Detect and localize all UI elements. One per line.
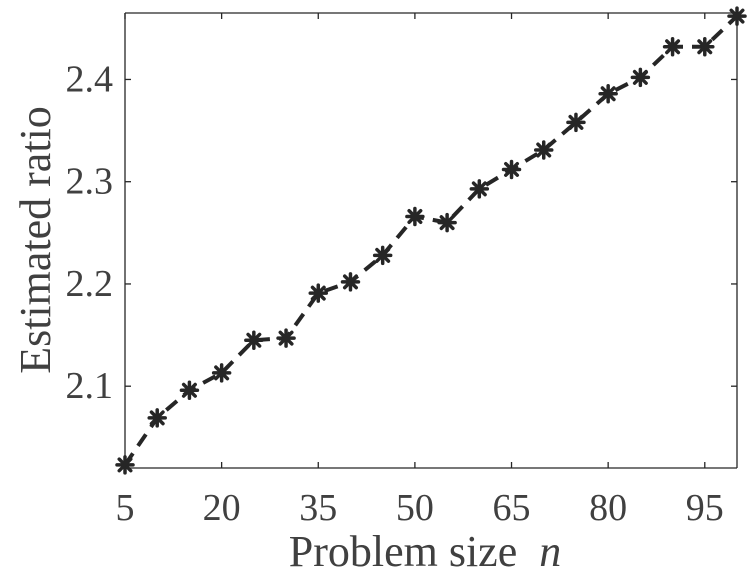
ticks [124, 13, 737, 468]
y-tick-label: 2.4 [66, 58, 114, 100]
asterisk-marker-stroke [149, 410, 165, 426]
asterisk-marker-stroke [278, 330, 294, 346]
data-point [147, 408, 167, 428]
asterisk-marker-stroke [632, 69, 648, 85]
x-axis-label-group: Problem size n [289, 527, 562, 576]
y-tick-label: 2.2 [66, 263, 114, 305]
data-point [662, 36, 683, 57]
data-point [115, 455, 135, 475]
asterisk-marker-stroke [407, 208, 423, 224]
x-tick-label: 95 [686, 487, 724, 529]
data-point [244, 330, 264, 350]
data-point [372, 245, 393, 266]
asterisk-marker-stroke [342, 274, 358, 290]
data-point [727, 6, 747, 26]
plot-area [125, 13, 737, 468]
asterisk-marker-stroke [471, 181, 487, 197]
data-point [179, 380, 200, 401]
data-point [308, 283, 329, 303]
asterisk-marker-stroke [439, 215, 455, 231]
series-layer [115, 6, 747, 475]
asterisk-marker-stroke [214, 365, 230, 381]
data-point [405, 206, 425, 227]
x-tick-label: 50 [396, 487, 434, 529]
asterisk-marker-stroke [665, 39, 681, 55]
x-axis-variable: n [539, 527, 561, 576]
asterisk-marker-stroke [117, 457, 133, 473]
asterisk-marker-stroke [697, 39, 713, 55]
data-point [630, 67, 651, 88]
asterisk-marker-stroke [310, 285, 326, 301]
asterisk-marker-stroke [181, 382, 197, 398]
data-point [533, 140, 554, 160]
data-point [276, 328, 296, 348]
y-tick-label: 2.1 [66, 365, 114, 407]
data-point [501, 159, 522, 180]
data-point [211, 363, 232, 383]
asterisk-marker-stroke [246, 332, 262, 348]
y-tick-label: 2.3 [66, 161, 114, 203]
data-point [469, 179, 490, 199]
x-tick-label: 65 [493, 487, 531, 529]
tick-labels: 5 20 35 50 65 80 95 2.1 2.2 2.3 2.4 [66, 58, 724, 529]
x-tick-label: 20 [203, 487, 241, 529]
axes [124, 12, 738, 469]
asterisk-marker-stroke [504, 161, 520, 177]
data-point [566, 112, 586, 133]
asterisk-marker-stroke [536, 142, 552, 158]
x-axis-label: Problem size [289, 527, 518, 576]
asterisk-marker-stroke [600, 86, 616, 102]
asterisk-marker-stroke [729, 8, 745, 24]
data-point [695, 36, 715, 57]
data-point [340, 272, 361, 292]
data-point [598, 84, 618, 104]
x-tick-label: 5 [116, 487, 135, 529]
y-axis-label: Estimated ratio [11, 106, 60, 374]
x-tick-label: 35 [299, 487, 337, 529]
asterisk-marker-stroke [375, 247, 391, 263]
asterisk-marker-stroke [568, 114, 584, 130]
x-tick-label: 80 [589, 487, 627, 529]
data-point [437, 212, 457, 233]
